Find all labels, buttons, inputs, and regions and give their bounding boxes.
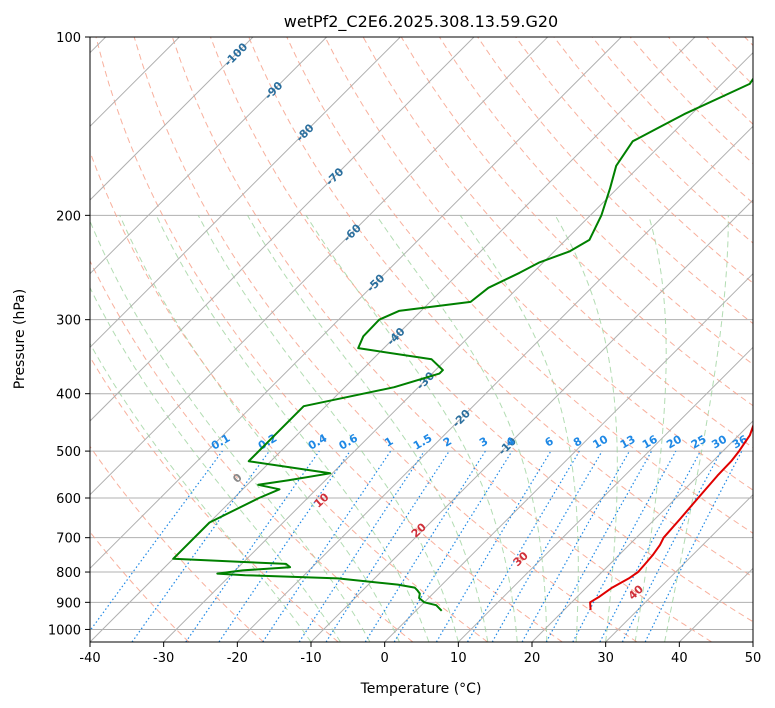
mixing-ratio-labels: 0.1 0.2 0.4 0.6 1 1.5 2 3 4 6 8 10 13 16 20 25 30 36 — [209, 431, 750, 452]
moist-adiabat-line — [197, 215, 459, 642]
dry-adiabat-line — [515, 37, 753, 284]
y-axis-ticks: 100 200 300 400 500 600 700 800 900 1000 — [48, 31, 90, 638]
x-tick-label: 50 — [745, 651, 762, 666]
x-tick-label: 30 — [597, 651, 614, 666]
x-tick-label: -30 — [153, 651, 174, 666]
mixing-ratio-line — [393, 450, 513, 642]
temperature-profile — [589, 423, 753, 610]
moist-adiabat-line — [305, 215, 518, 642]
dry-adiabat-line — [248, 37, 753, 578]
mixing-ratio-line — [218, 450, 351, 642]
moist-adiabat-line — [664, 215, 729, 642]
mixing-ratio-line — [521, 450, 631, 642]
dry-adiabat-line — [133, 37, 638, 642]
y-tick-label: 200 — [56, 209, 81, 224]
isotherm-line — [236, 125, 753, 642]
isotherm-line — [531, 420, 753, 642]
mixing-ratio-line — [90, 450, 223, 632]
isotherm-line — [90, 37, 549, 496]
dry-adiabat-line — [286, 37, 753, 534]
chart-title: wetPf2_C2E6.2025.308.13.59.G20 — [284, 12, 558, 32]
isotherm-line — [90, 37, 328, 275]
y-tick-label: 1000 — [48, 623, 81, 638]
mixing-ratio-line — [131, 450, 270, 642]
moist-adiabat-line — [90, 342, 312, 642]
isotherm-line — [605, 493, 753, 642]
y-tick-label: 700 — [56, 532, 81, 547]
x-axis-ticks: -40 -30 -20 -10 0 10 20 30 40 50 — [79, 642, 761, 666]
moist-adiabat-line — [634, 215, 667, 642]
isotherm-line — [384, 272, 753, 642]
mixing-ratio-line — [644, 450, 743, 642]
x-axis-label: Temperature (°C) — [360, 681, 482, 697]
x-tick-label: 20 — [524, 651, 541, 666]
dry-adiabat-line — [324, 37, 753, 491]
x-tick-label: -40 — [79, 651, 100, 666]
moist-adiabat-line — [554, 215, 618, 642]
y-axis-label: Pressure (hPa) — [12, 289, 28, 389]
sounding-series — [172, 77, 753, 612]
dry-adiabat-line — [171, 37, 712, 642]
x-tick-label: 40 — [671, 651, 688, 666]
isotherm-line — [90, 37, 622, 570]
mixing-ratio-line — [262, 450, 392, 642]
mixing-ratio-line — [545, 450, 653, 642]
isotherm-line — [90, 37, 254, 201]
isotherm-line — [310, 199, 753, 642]
y-tick-label: 900 — [56, 596, 81, 611]
x-tick-label: 0 — [381, 651, 389, 666]
moist-adiabat-line — [459, 215, 579, 642]
y-tick-label: 300 — [56, 314, 81, 329]
moist-adiabat-line — [375, 215, 548, 642]
mixing-ratio-line — [185, 450, 320, 642]
dry-adiabats — [90, 37, 753, 642]
dry-adiabat-line — [90, 259, 414, 642]
dewpoint-profile — [172, 77, 753, 612]
dry-adiabat-line — [95, 37, 563, 642]
y-tick-label: 800 — [56, 566, 81, 581]
y-tick-label: 400 — [56, 388, 81, 403]
moist-adiabat-line — [90, 286, 341, 642]
y-tick-label: 500 — [56, 445, 81, 460]
moist-adiabat-line — [247, 215, 489, 642]
y-tick-label: 600 — [56, 492, 81, 507]
dry-adiabat-line — [90, 356, 339, 642]
mixing-ratio-lines — [90, 450, 743, 642]
dry-adiabat-line — [90, 445, 264, 642]
mixing-ratio-line — [325, 450, 450, 642]
isotherm-line — [163, 51, 753, 642]
y-tick-label: 100 — [56, 31, 81, 46]
moist-adiabat-line — [155, 215, 430, 642]
isotherm-line — [90, 37, 475, 422]
plot-frame — [89, 36, 754, 643]
x-tick-label: -10 — [300, 651, 321, 666]
isotherm-line — [457, 346, 753, 642]
isotherm-line — [90, 37, 401, 349]
dry-adiabat-line — [210, 37, 753, 623]
pressure-gridlines — [90, 37, 753, 630]
mixing-ratio-line — [298, 450, 425, 642]
x-tick-label: -20 — [227, 651, 248, 666]
moist-adiabats — [90, 215, 729, 642]
mixing-ratio-line — [572, 450, 677, 642]
x-tick-label: 10 — [450, 651, 467, 666]
isotherms — [90, 37, 753, 642]
